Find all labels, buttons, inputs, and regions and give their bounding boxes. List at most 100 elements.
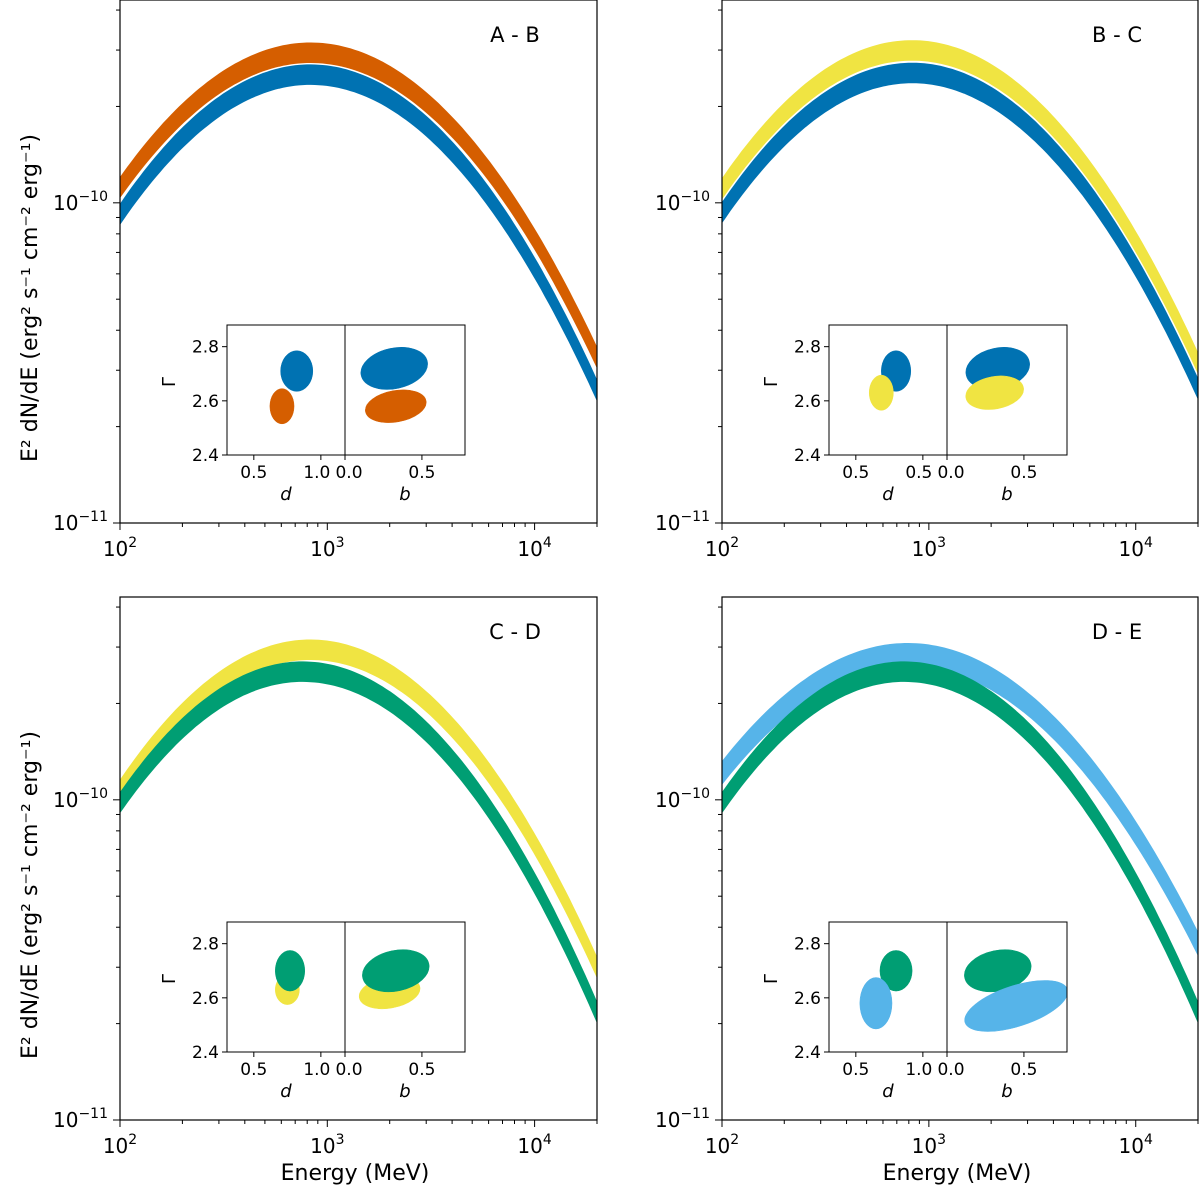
spectrum-band-C [722,40,1198,374]
contour-ellipse-A [360,347,428,390]
inset-frame [828,324,1068,456]
contour-ellipse-B [365,389,427,423]
inset-y-label: Γ [159,377,180,387]
inset-x-tick-label: 0.5 [1010,1060,1037,1080]
inset-background [227,922,465,1052]
inset: 0.5 0.5d0.0 0.5b2.42.62.8Γ [761,324,1068,505]
inset-y-tick-label: 2.6 [192,989,219,1009]
x-tick-label: 104 [517,1132,551,1158]
inset-b-panel [360,347,428,423]
contour-ellipse-B [269,388,295,425]
inset: 0.5 1.0d0.0 0.5b2.42.62.8Γ [761,921,1068,1102]
inset-x-tick-label: 0.0 [335,1060,362,1080]
inset-x-tick-label: 1.0 [303,463,330,483]
plot-frame [119,0,598,524]
inset-frame [226,324,466,456]
inset-y-tick-label: 2.6 [794,392,821,412]
inset-x-label: d [882,484,894,505]
inset-x-label: b [399,1081,410,1102]
contour-ellipse-E [859,977,893,1030]
inset-y-tick-label: 2.4 [192,446,219,466]
spectrum-band-A [120,64,597,401]
inset-d-panel [275,950,306,1005]
inset-frame [828,921,1068,1053]
spectrum-band-B [120,42,597,368]
inset-x-label: b [1001,484,1012,505]
inset-y-tick-label: 2.8 [192,935,219,955]
inset: 0.5 1.0d0.0 0.5b2.42.62.8Γ [159,921,466,1102]
x-tick-label: 104 [1119,535,1153,561]
inset-x-tick-label: 1.0 [905,1060,932,1080]
inset-b-panel [358,949,430,1010]
x-tick-label: 104 [517,535,551,561]
x-tick-label: 102 [103,1132,137,1158]
y-tick-label: 10−11 [655,1106,710,1132]
y-tick-label: 10−11 [53,1106,108,1132]
inset-x-tick-label: 0.5 [408,463,435,483]
inset-y-label: Γ [159,974,180,984]
inset-x-tick-label: 0.5 [842,1060,869,1080]
inset-y-tick-label: 2.8 [192,338,219,358]
inset-x-label: d [280,484,292,505]
panel-title: A - B [490,23,540,47]
x-tick-label: 103 [912,1132,946,1158]
contour-ellipse-D [879,950,913,992]
panel-title: B - C [1092,23,1142,47]
y-tick-label: 10−10 [53,189,108,215]
inset-d-panel [269,350,314,425]
inset-background [829,325,1067,455]
inset-y-label: Γ [761,974,782,984]
x-axis-label-left: Energy (MeV) [281,1161,430,1186]
contour-ellipse-D [362,949,430,993]
inset-x-tick-label: 0.5 [905,463,932,483]
y-tick-label: 10−11 [655,509,710,535]
inset-d-panel [859,950,913,1030]
inset-y-tick-label: 2.8 [794,935,821,955]
inset-background [227,325,465,455]
inset-x-label: b [1001,1081,1012,1102]
inset-x-tick-label: 0.5 [408,1060,435,1080]
inset-b-panel [964,949,1067,1032]
y-tick-label: 10−11 [53,509,108,535]
y-tick-label: 10−10 [53,786,108,812]
contour-ellipse-C [965,375,1024,410]
spectrum-band-B [722,62,1198,399]
spectra [120,42,597,401]
spectrum-band-C [120,639,597,978]
plot-frame [119,596,598,1121]
contour-ellipse-A [280,350,314,392]
inset-y-tick-label: 2.6 [192,392,219,412]
inset-x-tick-label: 0.0 [937,463,964,483]
inset-x-label: b [399,484,410,505]
x-tick-label: 102 [705,1132,739,1158]
x-tick-label: 103 [912,535,946,561]
inset-x-label: d [280,1081,292,1102]
spectrum-band-D [120,661,597,1023]
inset-x-tick-label: 0.0 [335,463,362,483]
inset-x-tick-label: 0.5 [240,463,267,483]
x-tick-label: 103 [310,1132,344,1158]
inset-d-panel [868,350,912,411]
spectra [722,40,1198,399]
inset-x-tick-label: 1.0 [303,1060,330,1080]
inset-x-label: d [882,1081,894,1102]
x-tick-label: 102 [103,535,137,561]
plot-frame [721,0,1199,524]
contour-ellipse-D [275,950,306,992]
panel-title: C - D [489,620,541,644]
inset-x-tick-label: 0.5 [842,463,869,483]
x-axis-label-right: Energy (MeV) [883,1161,1032,1186]
spectrum-band-D [722,661,1198,1023]
inset-y-tick-label: 2.6 [794,989,821,1009]
inset-y-tick-label: 2.4 [794,1043,821,1063]
x-tick-label: 103 [310,535,344,561]
spectra [120,639,597,1023]
inset-x-tick-label: 0.5 [240,1060,267,1080]
inset-x-tick-label: 0.0 [937,1060,964,1080]
x-tick-label: 104 [1119,1132,1153,1158]
inset-frame [226,921,466,1053]
